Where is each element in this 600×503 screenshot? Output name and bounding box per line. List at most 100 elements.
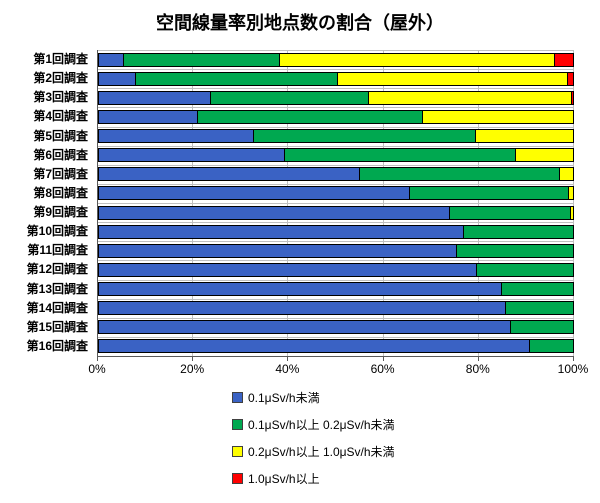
bar-segment <box>209 91 368 104</box>
horizontal-gridline <box>98 260 574 262</box>
bar-segment <box>456 244 573 257</box>
x-tick-mark <box>97 357 98 361</box>
stacked-bar <box>98 109 574 124</box>
horizontal-gridline <box>98 183 574 185</box>
legend-swatch <box>232 391 243 403</box>
horizontal-gridline <box>98 88 574 90</box>
bar-segment <box>448 206 570 219</box>
stacked-bar <box>98 205 574 220</box>
x-tick-mark <box>382 357 384 361</box>
category-label: 第13回調査 <box>26 281 88 296</box>
bar-segment <box>99 110 197 123</box>
x-tick-mark <box>192 357 194 361</box>
legend-label: 0.2μSv/h以上 1.0μSv/h未満 <box>248 444 395 459</box>
x-tick-mark <box>287 357 289 361</box>
legend-item: 0.1μSv/h未満 <box>232 389 395 405</box>
stacked-bar <box>98 301 574 316</box>
chart-title: 空間線量率別地点数の割合（屋外） <box>156 13 444 33</box>
category-label: 第9回調査 <box>33 205 88 219</box>
horizontal-gridline <box>98 69 574 71</box>
stacked-bar <box>98 339 574 354</box>
x-tick-mark <box>477 357 479 361</box>
horizontal-gridline <box>98 164 574 166</box>
stacked-bar <box>98 262 574 277</box>
bar-segment <box>99 244 457 257</box>
bar-segment <box>500 283 573 296</box>
category-label: 第1回調査 <box>33 52 88 66</box>
horizontal-gridline <box>98 126 574 128</box>
horizontal-gridline <box>98 145 574 147</box>
bar-segment <box>553 53 573 66</box>
bar-segment <box>99 225 464 238</box>
stacked-bar <box>98 167 574 182</box>
bar-segment <box>505 302 573 315</box>
bar-segment <box>99 340 530 353</box>
bar-segment <box>99 53 123 66</box>
legend-label: 0.1μSv/h以上 0.2μSv/h未満 <box>248 417 395 432</box>
horizontal-gridline <box>98 298 574 300</box>
horizontal-gridline <box>98 50 574 51</box>
chart-legend: 0.1μSv/h未満 0.1μSv/h以上 0.2μSv/h未満 0.2μSv/h以… <box>232 389 395 497</box>
bar-segment <box>99 130 254 143</box>
category-label: 第14回調査 <box>26 300 88 315</box>
stacked-bar <box>98 52 574 67</box>
bar-segment <box>566 72 573 85</box>
y-axis-labels: 第1回調査 第2回調査 第3回調査 第4回調査 第5回調査 第6回調査 第7回調査 第8回調査… <box>0 50 88 356</box>
stacked-bar <box>98 148 574 163</box>
bar-segment <box>570 91 573 104</box>
bar-segment <box>567 187 573 200</box>
bar-segment <box>529 340 573 353</box>
bar-segment <box>510 321 573 334</box>
category-label: 第4回調査 <box>33 109 88 124</box>
legend-item: 0.1μSv/h以上 0.2μSv/h未満 <box>232 416 395 432</box>
bar-segment <box>122 53 279 66</box>
category-label: 第12回調査 <box>26 262 88 277</box>
bar-segment <box>367 91 571 104</box>
bar-segment <box>569 206 573 219</box>
horizontal-gridline <box>98 203 574 204</box>
category-label: 第10回調査 <box>26 224 88 239</box>
legend-swatch <box>232 472 243 484</box>
category-label: 第6回調査 <box>33 147 88 162</box>
vertical-gridline <box>382 50 384 356</box>
vertical-gridline <box>477 50 479 356</box>
legend-swatch <box>232 418 243 430</box>
bar-segment <box>99 263 477 276</box>
vertical-gridline <box>287 50 289 356</box>
stacked-bar <box>98 224 574 239</box>
category-label: 第11回調査 <box>27 243 88 258</box>
bar-segment <box>99 206 449 219</box>
legend-swatch <box>232 445 243 457</box>
bar-segment <box>475 130 573 143</box>
horizontal-gridline <box>98 241 574 243</box>
horizontal-gridline <box>98 336 574 338</box>
x-tick-mark <box>573 357 574 361</box>
legend-item: 0.2μSv/h以上 1.0μSv/h未満 <box>232 443 395 459</box>
bar-segment <box>463 225 573 238</box>
x-tick-label: 80% <box>465 362 490 376</box>
bar-segment <box>422 110 573 123</box>
bar-segment <box>99 302 506 315</box>
category-label: 第8回調査 <box>33 185 88 200</box>
horizontal-gridline <box>98 107 574 109</box>
bar-segment <box>359 168 560 181</box>
legend-item: 1.0μSv/h以上 <box>232 470 395 486</box>
bar-segment <box>408 187 568 200</box>
category-label: 第5回調査 <box>33 128 88 143</box>
bar-segment <box>559 168 573 181</box>
horizontal-gridline <box>98 279 574 281</box>
bar-segment <box>337 72 567 85</box>
horizontal-gridline <box>98 317 574 319</box>
bar-segment <box>99 321 511 334</box>
category-label: 第2回調査 <box>33 71 88 86</box>
x-tick-label: 0% <box>88 362 106 376</box>
bar-segment <box>99 168 360 181</box>
bar-segment <box>135 72 338 85</box>
bar-segment <box>476 263 573 276</box>
stacked-bar <box>98 90 574 105</box>
horizontal-gridline <box>98 222 574 224</box>
category-label: 第7回調査 <box>33 166 88 181</box>
vertical-gridline <box>573 50 574 356</box>
x-tick-label: 60% <box>370 362 395 376</box>
